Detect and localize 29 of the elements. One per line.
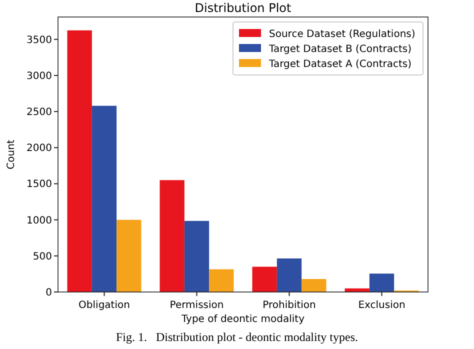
x-tick-label: Exclusion (358, 300, 406, 311)
y-tick-label: 3000 (26, 70, 52, 82)
bar (67, 30, 92, 292)
legend-label: Source Dataset (Regulations) (269, 29, 416, 40)
y-tick-label: 3500 (26, 34, 52, 46)
caption: Fig. 1. Distribution plot - deontic modality types. (116, 330, 358, 344)
bar (92, 106, 117, 292)
y-tick-label: 500 (32, 251, 52, 262)
bar (209, 269, 234, 292)
bar (302, 279, 326, 292)
y-tick-label: 2500 (26, 107, 52, 118)
bar (160, 180, 184, 292)
y-tick-label: 1000 (26, 215, 52, 226)
x-tick-label: Prohibition (262, 300, 316, 311)
legend-label: Target Dataset A (Contracts) (268, 59, 412, 70)
bar (116, 220, 142, 292)
bar (184, 220, 210, 292)
legend-label: Target Dataset B (Contracts) (268, 44, 412, 55)
x-tick-label: Permission (170, 300, 224, 311)
x-tick-label: Obligation (78, 300, 130, 311)
chart-title: Distribution Plot (194, 1, 292, 15)
y-axis-title: Count (6, 140, 17, 170)
bar (369, 274, 394, 292)
x-axis-title: Type of deontic modality (180, 314, 305, 325)
y-tick-label: 1500 (26, 179, 52, 190)
y-tick-label: 0 (46, 288, 52, 298)
bar (252, 266, 277, 292)
y-tick-label: 2000 (26, 143, 52, 154)
bar (276, 258, 302, 292)
